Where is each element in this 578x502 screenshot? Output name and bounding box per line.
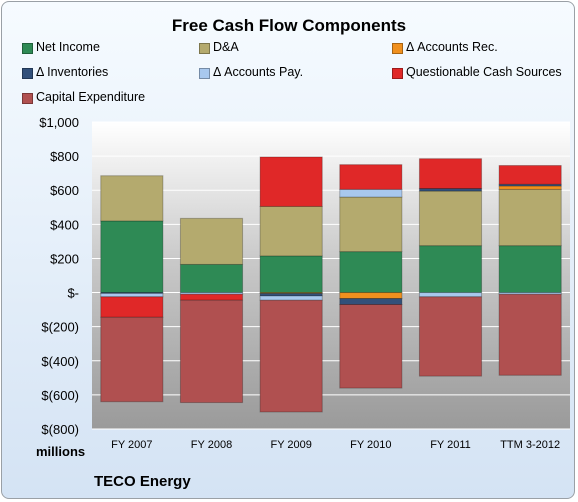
- legend-label-d-a: D&A: [213, 40, 239, 54]
- bar-capital-expenditure: [259, 299, 323, 413]
- y-tick-label: $(400): [41, 354, 79, 369]
- bar-net-income: [339, 251, 403, 294]
- bar-net-income: [100, 220, 164, 294]
- bar-capital-expenditure: [100, 316, 164, 403]
- bar-questionable-cash-sources: [418, 158, 483, 190]
- y-tick-label: $(800): [41, 422, 79, 437]
- bar-accounts-pay: [418, 292, 483, 298]
- bar-capital-expenditure: [498, 293, 562, 376]
- legend-swatch-d-a: [199, 43, 210, 54]
- bar-questionable-cash-sources: [100, 296, 164, 318]
- bar-questionable-cash-sources: [179, 293, 244, 301]
- bar-capital-expenditure: [179, 299, 244, 404]
- bar-questionable-cash-sources: [339, 164, 403, 190]
- legend-swatch-inventories: [22, 68, 33, 79]
- legend-swatch-accounts-pay: [199, 68, 210, 79]
- bar-net-income: [179, 263, 244, 294]
- bar-inventories: [259, 292, 323, 297]
- bar-d-a: [100, 175, 164, 222]
- x-tick-label: FY 2010: [350, 439, 391, 451]
- bar-d-a: [339, 196, 403, 253]
- x-tick-label: FY 2008: [191, 439, 232, 451]
- units-label: millions: [36, 444, 86, 459]
- bar-d-a: [179, 217, 244, 265]
- bar-questionable-cash-sources: [498, 164, 562, 185]
- bar-d-a: [418, 190, 483, 247]
- bar-net-income: [418, 245, 483, 294]
- y-tick-label: $-: [67, 286, 79, 301]
- legend-label-accounts-pay: Δ Accounts Pay.: [213, 65, 304, 79]
- legend-label-accounts-rec: Δ Accounts Rec.: [406, 40, 498, 54]
- bar-accounts-rec: [339, 292, 403, 300]
- bar-d-a: [259, 205, 323, 257]
- x-tick-label: TTM 3-2012: [500, 439, 560, 451]
- legend-label-capital-expenditure: Capital Expenditure: [36, 90, 146, 104]
- bar-accounts-pay: [100, 292, 164, 298]
- bar-accounts-pay: [339, 188, 403, 198]
- bar-accounts-rec: [498, 185, 562, 190]
- y-tick-label: $600: [50, 183, 79, 198]
- legend-label-net-income: Net Income: [36, 40, 100, 54]
- bar-capital-expenditure: [418, 296, 483, 377]
- legend-swatch-capital-expenditure: [22, 93, 33, 104]
- y-tick-label: $1,000: [39, 115, 79, 130]
- legend-swatch-net-income: [22, 43, 33, 54]
- bar-inventories: [339, 298, 403, 305]
- company-name: TECO Energy: [94, 473, 191, 490]
- bar-questionable-cash-sources: [259, 156, 323, 207]
- chart-title: Free Cash Flow Components: [171, 16, 407, 35]
- plot-background: [92, 122, 570, 429]
- legend-label-questionable-cash-sources: Questionable Cash Sources: [406, 65, 562, 79]
- y-tick-label: $(200): [41, 320, 79, 335]
- legend-swatch-accounts-rec: [392, 43, 403, 54]
- bar-capital-expenditure: [339, 303, 403, 389]
- y-tick-label: $(600): [41, 388, 79, 403]
- y-tick-label: $400: [50, 217, 79, 232]
- bar-accounts-pay: [259, 295, 323, 301]
- x-tick-label: FY 2011: [430, 439, 471, 451]
- legend-swatch-questionable-cash-sources: [392, 68, 403, 79]
- bar-net-income: [498, 245, 562, 294]
- x-tick-label: FY 2007: [111, 439, 152, 451]
- y-tick-label: $800: [50, 149, 79, 164]
- bar-d-a: [498, 188, 562, 247]
- x-tick-label: FY 2009: [270, 439, 311, 451]
- y-tick-label: $200: [50, 251, 79, 266]
- bar-net-income: [259, 255, 323, 294]
- legend-label-inventories: Δ Inventories: [36, 65, 109, 79]
